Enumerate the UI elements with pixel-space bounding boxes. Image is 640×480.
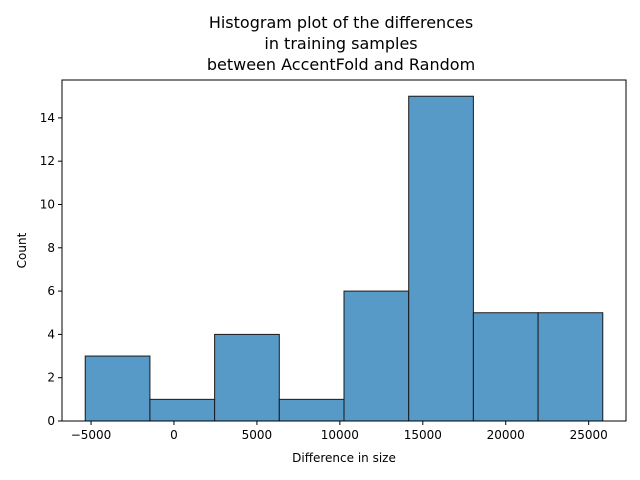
x-tick-label: 5000 xyxy=(242,428,273,442)
y-tick-label: 0 xyxy=(47,414,55,428)
x-axis-ticks: −5000 0 5000 10000 15000 20000 25000 xyxy=(71,421,608,442)
x-axis-label: Difference in size xyxy=(292,451,396,465)
chart-title-line: between AccentFold and Random xyxy=(207,55,475,74)
x-tick-label: 15000 xyxy=(404,428,442,442)
y-tick-label: 2 xyxy=(47,371,55,385)
y-tick-label: 14 xyxy=(40,111,55,125)
y-axis-ticks: 0 2 4 6 8 10 12 14 xyxy=(40,111,62,428)
histogram-bar xyxy=(150,399,215,421)
bars-group xyxy=(85,96,603,421)
histogram-bar xyxy=(344,291,409,421)
x-tick-label: 20000 xyxy=(487,428,525,442)
x-tick-label: 25000 xyxy=(570,428,608,442)
chart-title-line: Histogram plot of the differences xyxy=(209,13,473,32)
y-tick-label: 6 xyxy=(47,284,55,298)
y-axis-label: Count xyxy=(15,232,29,268)
histogram-bar xyxy=(473,313,538,421)
histogram-bar xyxy=(215,334,280,421)
histogram-bar xyxy=(279,399,344,421)
y-tick-label: 10 xyxy=(40,197,55,211)
histogram-bar xyxy=(409,96,474,421)
x-tick-label: 0 xyxy=(170,428,178,442)
y-tick-label: 4 xyxy=(47,327,55,341)
y-tick-label: 12 xyxy=(40,154,55,168)
chart-title: Histogram plot of the differences in trai… xyxy=(207,13,475,74)
chart-title-line: in training samples xyxy=(264,34,417,53)
histogram-bar xyxy=(85,356,150,421)
x-tick-label: 10000 xyxy=(321,428,359,442)
x-tick-label: −5000 xyxy=(71,428,112,442)
y-tick-label: 8 xyxy=(47,241,55,255)
histogram-bar xyxy=(538,313,603,421)
